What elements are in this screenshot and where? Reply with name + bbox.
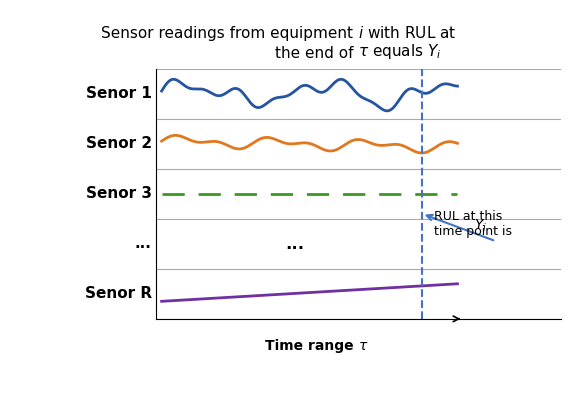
Text: the end of: the end of: [275, 46, 358, 61]
Text: $\tau$: $\tau$: [358, 339, 369, 353]
Text: RUL at this
time point is: RUL at this time point is: [434, 210, 516, 238]
Text: Sensor readings from equipment: Sensor readings from equipment: [101, 26, 358, 41]
Text: ...: ...: [135, 236, 151, 251]
Text: $\tau$ equals $Y_i$: $\tau$ equals $Y_i$: [358, 42, 442, 61]
Text: Senor 3: Senor 3: [86, 186, 151, 201]
Text: Senor 1: Senor 1: [86, 86, 151, 101]
Text: Senor 2: Senor 2: [85, 136, 151, 151]
Text: Time range: Time range: [265, 339, 358, 353]
Text: Senor R: Senor R: [85, 286, 151, 301]
Text: $i$ with RUL at: $i$ with RUL at: [358, 25, 457, 41]
Text: ...: ...: [285, 235, 304, 253]
Text: $Y_i$: $Y_i$: [473, 218, 487, 234]
